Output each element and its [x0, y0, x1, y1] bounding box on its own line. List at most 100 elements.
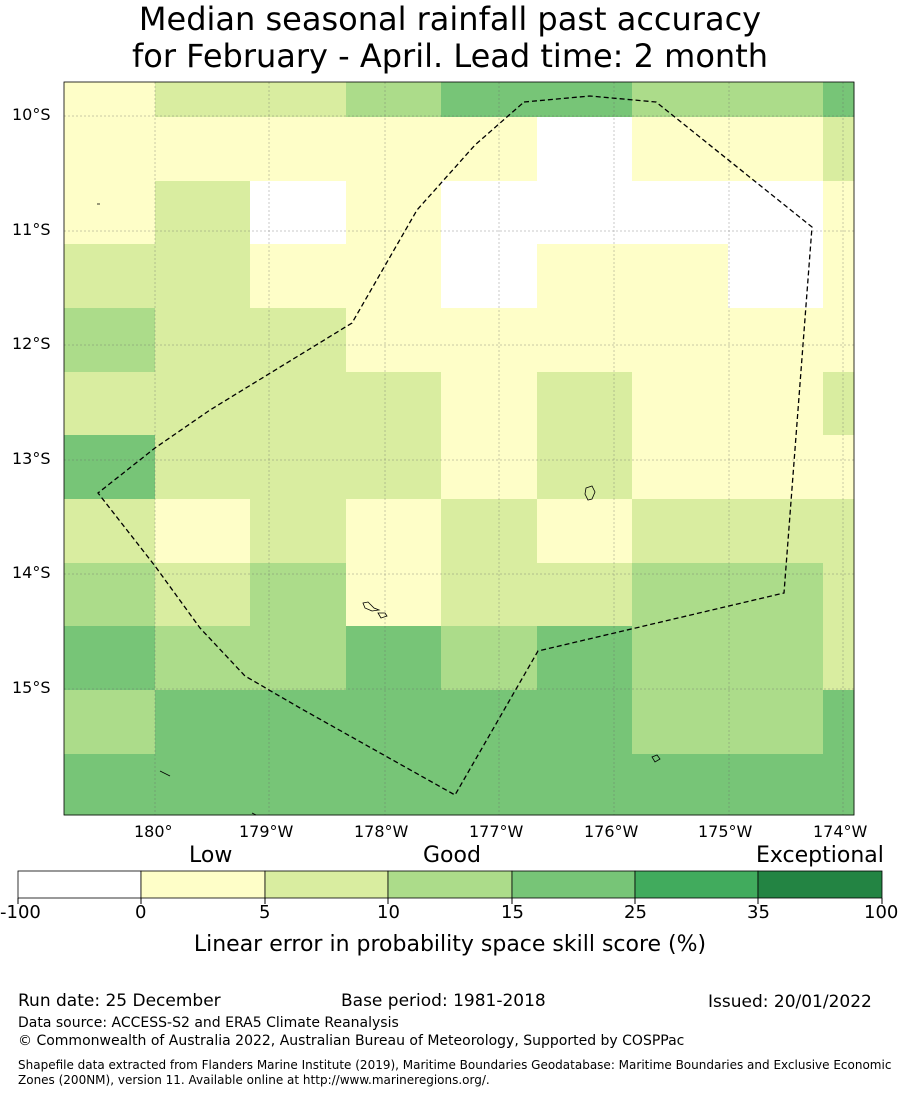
- grid-cell: [728, 754, 824, 816]
- grid-cell: [64, 181, 156, 245]
- grid-cell: [823, 435, 855, 500]
- grid-cell: [155, 499, 251, 564]
- grid-cell: [823, 181, 855, 245]
- category-exceptional: Exceptional: [756, 843, 884, 868]
- grid-cell: [346, 372, 442, 436]
- map-title-line-1: Median seasonal rainfall past accuracy: [138, 0, 762, 38]
- cbar-tick-label-0: 0: [135, 902, 147, 923]
- lat-label-10s: 10°S: [12, 105, 51, 124]
- grid-cell: [155, 82, 251, 118]
- grid-cell: [441, 82, 538, 118]
- grid-cell: [823, 308, 855, 373]
- grid-cell: [250, 82, 347, 118]
- colorbar-segment: [140, 870, 266, 899]
- grid-cell: [155, 626, 251, 691]
- grid-cell: [632, 117, 729, 182]
- grid-cell: [537, 244, 633, 309]
- cbar-tick-label-35: 35: [747, 902, 770, 923]
- grid-cell: [632, 181, 729, 245]
- grid-cell: [823, 117, 855, 182]
- grid-cell: [632, 563, 729, 627]
- skill-grid: [64, 82, 855, 816]
- base-period: Base period: 1981-2018: [341, 991, 546, 1011]
- grid-cell: [346, 244, 442, 309]
- map-frame: [63, 81, 855, 816]
- grid-cell: [250, 435, 347, 500]
- grid-cell: [823, 244, 855, 309]
- grid-cell: [441, 435, 538, 500]
- grid-cell: [346, 690, 442, 755]
- grid-cell: [441, 563, 538, 627]
- grid-cell: [823, 499, 855, 564]
- grid-cell: [250, 372, 347, 436]
- grid-cell: [728, 117, 824, 182]
- map-title-line-2: for February - April. Lead time: 2 month: [131, 37, 769, 75]
- grid-cell: [155, 435, 251, 500]
- grid-cell: [155, 372, 251, 436]
- grid-cell: [250, 690, 347, 755]
- colorbar-segment: [264, 870, 389, 899]
- category-good: Good: [423, 843, 481, 868]
- grid-cell: [346, 435, 442, 500]
- grid-cell: [537, 563, 633, 627]
- grid-cell: [250, 626, 347, 691]
- island-upolu: [377, 612, 388, 619]
- lat-label-13s: 13°S: [12, 449, 51, 468]
- grid-cell: [823, 690, 855, 755]
- grid-cell: [632, 308, 729, 373]
- grid-cell: [64, 117, 156, 182]
- grid-cell: [537, 690, 633, 755]
- category-low: Low: [189, 843, 233, 868]
- cbar-tick-label-100: 100: [864, 902, 899, 923]
- grid-cell: [632, 435, 729, 500]
- grid-cell: [346, 563, 442, 627]
- grid-cell: [155, 563, 251, 627]
- grid-cell: [632, 244, 729, 309]
- cbar-tick-label-15: 15: [501, 902, 524, 923]
- grid-cell: [728, 82, 824, 118]
- colorbar-segment: [757, 870, 883, 899]
- grid-cell: [250, 308, 347, 373]
- island-islet-south: [159, 770, 171, 777]
- grid-cell: [155, 181, 251, 245]
- colorbar-segment: [387, 870, 513, 899]
- grid-cell: [441, 372, 538, 436]
- grid-cell: [441, 308, 538, 373]
- lat-label-12s: 12°S: [12, 334, 51, 353]
- grid-cell: [441, 499, 538, 564]
- issued-date: Issued: 20/01/2022: [708, 992, 872, 1012]
- grid-cell: [537, 181, 633, 245]
- grid-cell: [250, 244, 347, 309]
- grid-cell: [728, 372, 824, 436]
- lon-label-178w: 178°W: [354, 822, 409, 841]
- grid-cell: [441, 626, 538, 691]
- grid-cell: [64, 308, 156, 373]
- grid-cell: [346, 754, 442, 816]
- grid-cell: [346, 181, 442, 245]
- grid-cell: [155, 690, 251, 755]
- island-savaii: [362, 601, 381, 612]
- cbar-tick-label--100: -100: [0, 902, 41, 923]
- grid-cell: [155, 308, 251, 373]
- colorbar-segment: [17, 870, 142, 899]
- grid-cell: [346, 117, 442, 182]
- grid-cell: [64, 82, 156, 118]
- grid-cell: [728, 690, 824, 755]
- grid-cell: [441, 754, 538, 816]
- grid-cell: [64, 372, 156, 436]
- grid-cell: [537, 308, 633, 373]
- island-swains: [584, 485, 596, 501]
- grid-cell: [632, 754, 729, 816]
- colorbar: [17, 870, 883, 899]
- grid-cell: [537, 117, 633, 182]
- lon-label-180: 180°: [134, 822, 173, 841]
- cbar-tick-label-10: 10: [377, 902, 400, 923]
- grid-cell: [728, 244, 824, 309]
- grid-cell: [823, 372, 855, 436]
- colorbar-segment: [634, 870, 759, 899]
- colorbar-ticks: [17, 898, 883, 904]
- grid-cell: [64, 563, 156, 627]
- grid-cell: [537, 372, 633, 436]
- grid-cell: [823, 626, 855, 691]
- lon-label-176w: 176°W: [584, 822, 639, 841]
